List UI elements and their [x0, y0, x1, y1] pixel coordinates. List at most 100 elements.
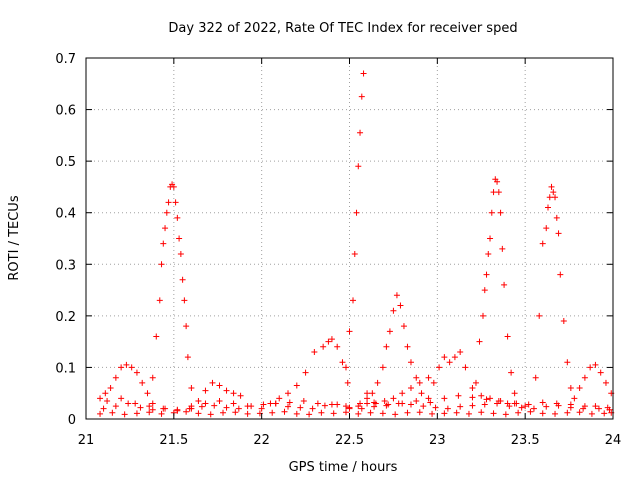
data-point	[595, 405, 602, 412]
data-point	[379, 410, 386, 417]
data-point	[97, 395, 104, 402]
x-axis-ticks: 21 21.5 22 22.5 23 23.5 24	[78, 58, 621, 448]
data-point	[102, 390, 109, 397]
data-point	[487, 395, 494, 402]
data-point	[153, 333, 160, 340]
data-point	[235, 405, 242, 412]
data-point	[539, 410, 546, 417]
x-tick-label: 22.5	[335, 433, 364, 448]
x-tick-label: 21	[78, 433, 95, 448]
series-satellite-bump-22.4	[267, 336, 351, 407]
data-point	[481, 401, 488, 408]
data-point	[469, 402, 476, 409]
data-point	[451, 354, 458, 361]
data-point	[457, 403, 464, 410]
data-point	[485, 250, 492, 257]
data-point	[97, 410, 104, 417]
data-point	[146, 409, 153, 416]
data-point	[478, 392, 485, 399]
data-point	[564, 359, 571, 366]
data-point	[146, 403, 153, 410]
data-point	[404, 343, 411, 350]
series-satellite-peak-22.8	[364, 292, 425, 402]
data-point	[369, 390, 376, 397]
data-point	[133, 369, 140, 376]
data-point	[174, 214, 181, 221]
data-point	[133, 410, 140, 417]
data-point	[297, 404, 304, 411]
data-point	[532, 374, 539, 381]
data-point	[407, 385, 414, 392]
data-point	[567, 401, 574, 408]
data-point	[501, 281, 508, 288]
data-point	[567, 385, 574, 392]
data-point	[237, 392, 244, 399]
data-point	[318, 409, 325, 416]
data-point	[495, 189, 502, 196]
data-point	[104, 397, 111, 404]
series-satellite-bump-23.1	[425, 348, 529, 410]
data-point	[342, 409, 349, 416]
data-point	[334, 343, 341, 350]
data-point	[441, 395, 448, 402]
data-point	[334, 401, 341, 408]
data-point	[576, 409, 583, 416]
data-point	[385, 401, 392, 408]
data-point	[525, 401, 532, 408]
data-point	[571, 395, 578, 402]
data-point	[309, 405, 316, 412]
data-point	[420, 403, 427, 410]
data-point	[202, 400, 209, 407]
data-point	[393, 292, 400, 299]
data-point	[160, 405, 167, 412]
data-point	[553, 214, 560, 221]
data-point	[399, 400, 406, 407]
data-point	[267, 400, 274, 407]
data-point	[386, 328, 393, 335]
x-tick-label: 23.5	[511, 433, 540, 448]
data-point	[494, 400, 501, 407]
data-point	[357, 400, 364, 407]
data-point	[527, 408, 534, 415]
y-tick-label: 0.5	[55, 155, 76, 170]
data-point	[355, 410, 362, 417]
data-point	[137, 404, 144, 411]
y-tick-label: 0.2	[55, 310, 76, 325]
data-point	[358, 405, 365, 412]
data-point	[497, 397, 504, 404]
data-point	[144, 390, 151, 397]
data-point	[399, 390, 406, 397]
series-baseline-high	[104, 392, 613, 413]
x-tick-label: 23	[429, 433, 446, 448]
series-baseline-low	[97, 408, 615, 418]
data-point	[158, 261, 165, 268]
data-point	[223, 387, 230, 394]
data-point	[497, 209, 504, 216]
data-point	[606, 406, 613, 413]
data-point	[581, 403, 588, 410]
data-point	[381, 397, 388, 404]
data-point	[306, 411, 313, 418]
data-point	[216, 382, 223, 389]
data-point	[390, 395, 397, 402]
data-point	[181, 297, 188, 304]
data-point	[522, 403, 529, 410]
data-point	[285, 403, 292, 410]
data-point	[100, 405, 107, 412]
data-point	[260, 401, 267, 408]
data-point	[162, 225, 169, 232]
data-point	[404, 409, 411, 416]
data-point	[476, 338, 483, 345]
y-tick-label: 0.4	[55, 207, 76, 222]
data-point	[314, 400, 321, 407]
series-satellite-bump-21.75	[188, 379, 244, 412]
data-point	[285, 390, 292, 397]
data-point	[441, 410, 448, 417]
data-point	[230, 390, 237, 397]
y-tick-label: 0.7	[55, 52, 76, 67]
data-point	[325, 338, 332, 345]
data-point	[216, 397, 223, 404]
data-point	[112, 403, 119, 410]
data-point	[515, 409, 522, 416]
